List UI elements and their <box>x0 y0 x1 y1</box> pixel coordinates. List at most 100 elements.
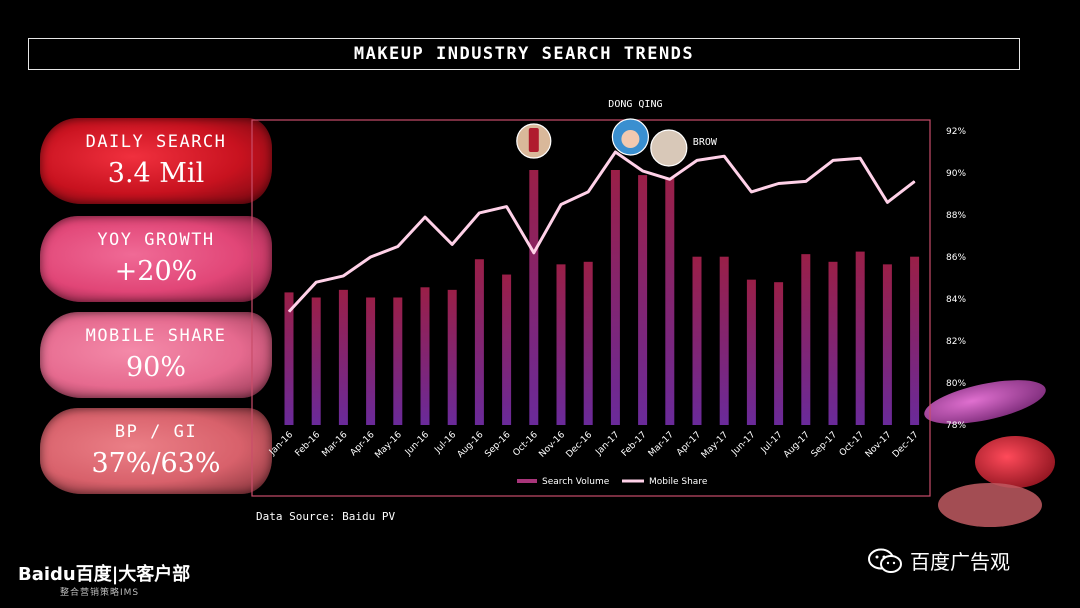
point-mobile-share <box>669 178 671 180</box>
x-tick-label: Oct-17 <box>838 430 866 458</box>
x-tick-label: Jan-17 <box>594 430 622 458</box>
stat-card-yoy-growth: YOY GROWTH +20% <box>40 216 272 302</box>
bar-search-volume <box>665 177 675 425</box>
bar-search-volume <box>474 259 484 425</box>
stat-value: 37%/63% <box>91 448 221 479</box>
x-tick-label: Aug-16 <box>456 430 486 460</box>
stat-card-bp-gi: BP / GI 37%/63% <box>40 408 272 494</box>
page-title: MAKEUP INDUSTRY SEARCH TRENDS <box>28 38 1020 70</box>
point-mobile-share <box>478 212 480 214</box>
y2-tick-label: 92% <box>946 127 966 137</box>
baidu-logo-subtitle: 整合营销策略IMS <box>60 588 140 598</box>
x-tick-label: Sep-17 <box>810 430 839 459</box>
point-mobile-share <box>859 157 861 159</box>
y2-tick-label: 80% <box>946 379 966 389</box>
bar-search-volume <box>638 175 648 425</box>
bar-search-volume <box>692 256 702 425</box>
face-icon <box>621 130 640 148</box>
point-mobile-share <box>805 180 807 182</box>
stat-label: BP / GI <box>114 422 198 442</box>
x-tick-label: Jul-16 <box>432 430 458 456</box>
y2-tick-label: 88% <box>946 211 966 221</box>
point-mobile-share <box>723 155 725 157</box>
point-mobile-share <box>642 170 644 172</box>
bar-search-volume <box>393 297 403 425</box>
point-mobile-share <box>397 246 399 247</box>
bar-search-volume <box>502 274 512 425</box>
x-tick-label: Oct-16 <box>511 430 540 459</box>
point-mobile-share <box>424 216 426 218</box>
brow-product-icon <box>650 129 688 167</box>
x-tick-label: May-16 <box>373 430 404 461</box>
bar-search-volume <box>366 297 376 425</box>
stat-value: +20% <box>114 256 198 287</box>
point-mobile-share <box>587 191 589 193</box>
bar-search-volume <box>610 170 620 425</box>
point-mobile-share <box>342 275 344 277</box>
bar-search-volume <box>719 256 729 425</box>
point-mobile-share <box>451 243 453 245</box>
x-tick-label: Dec-16 <box>565 430 595 460</box>
y2-tick-label: 90% <box>946 169 966 179</box>
stat-label: YOY GROWTH <box>97 230 215 250</box>
legend-swatch-search-volume <box>517 479 537 483</box>
x-tick-label: Mar-16 <box>320 430 349 459</box>
stat-label: DAILY SEARCH <box>85 132 227 152</box>
bar-search-volume <box>284 292 294 425</box>
y2-tick-label: 78% <box>946 421 966 431</box>
baidu-logo: Baidu百度|大客户部 <box>18 564 191 585</box>
bar-search-volume <box>583 261 593 425</box>
bar-search-volume <box>311 297 321 425</box>
point-mobile-share <box>533 252 535 254</box>
bar-search-volume <box>855 251 865 425</box>
bar-search-volume <box>420 287 430 425</box>
stat-value: 3.4 Mil <box>107 158 205 189</box>
stat-card-daily-search: DAILY SEARCH 3.4 Mil <box>40 118 272 204</box>
wechat-name: 百度广告观 <box>910 550 1010 574</box>
x-tick-label: Jun-16 <box>403 430 431 458</box>
bar-search-volume <box>774 282 784 425</box>
bar-search-volume <box>556 264 566 425</box>
x-tick-label: Feb-17 <box>620 430 649 459</box>
point-mobile-share <box>914 180 916 182</box>
x-tick-label: Sep-16 <box>483 430 513 460</box>
data-source: Data Source: Baidu PV <box>256 510 396 523</box>
point-mobile-share <box>560 204 562 205</box>
point-mobile-share <box>315 281 317 283</box>
x-tick-label: Nov-17 <box>864 430 894 460</box>
point-mobile-share <box>778 183 780 184</box>
bar-search-volume <box>447 289 457 425</box>
x-tick-label: Feb-16 <box>294 430 323 459</box>
lipstick-icon <box>528 128 539 152</box>
point-mobile-share <box>506 206 508 208</box>
chart-frame <box>251 119 931 497</box>
bar-search-volume <box>910 256 920 425</box>
x-tick-label: May-17 <box>700 430 731 461</box>
x-tick-label: Mar-17 <box>647 430 676 459</box>
annotation-label: BROW <box>693 137 718 148</box>
x-tick-label: Jul-17 <box>759 430 785 456</box>
y2-tick-label: 84% <box>946 295 966 305</box>
point-mobile-share <box>886 201 888 203</box>
stat-label: MOBILE SHARE <box>85 326 227 346</box>
bar-search-volume <box>882 264 892 425</box>
x-tick-label: Aug-17 <box>782 430 812 460</box>
point-mobile-share <box>614 151 616 153</box>
point-mobile-share <box>696 159 698 161</box>
point-mobile-share <box>832 159 834 161</box>
bar-search-volume <box>529 170 539 425</box>
bar-search-volume <box>801 254 811 425</box>
y2-tick-label: 86% <box>946 253 966 263</box>
x-tick-label: Jan-16 <box>267 430 295 458</box>
lipstick-icon <box>924 380 1046 424</box>
bar-search-volume <box>746 279 756 425</box>
compact-icon <box>975 436 1055 488</box>
stat-value: 90% <box>125 352 186 383</box>
legend-label: Search Volume <box>542 477 610 487</box>
point-mobile-share <box>750 191 752 193</box>
x-tick-label: Dec-17 <box>891 430 921 460</box>
x-tick-label: Jun-17 <box>729 430 757 458</box>
line-mobile-share <box>287 150 916 313</box>
y2-tick-label: 82% <box>946 337 966 347</box>
